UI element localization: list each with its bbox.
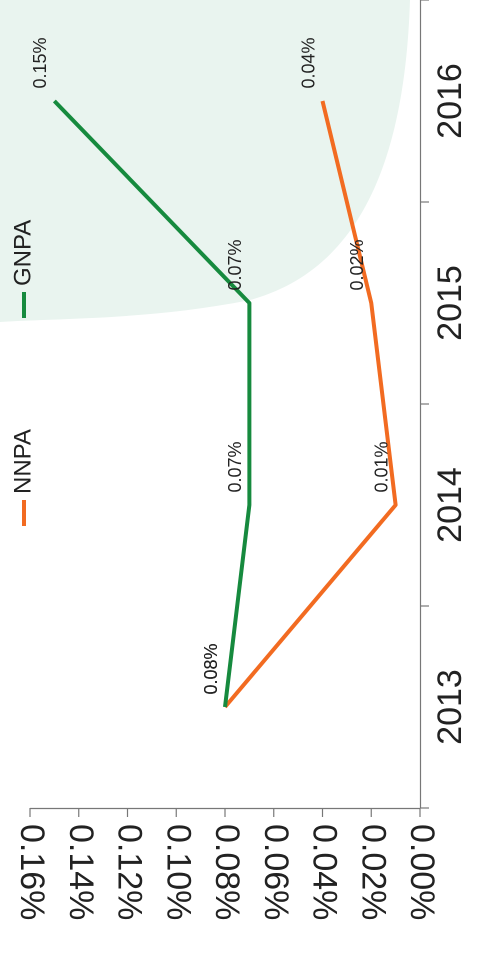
- category-tick-label: 2014: [431, 467, 469, 543]
- value-tick-label: 0.10%: [159, 824, 197, 920]
- legend-label-gnpa: GNPA: [9, 220, 36, 286]
- chart-legend: NNPA GNPA: [9, 220, 36, 526]
- data-label: 0.07%: [225, 239, 245, 290]
- data-label: 0.07%: [225, 441, 245, 492]
- value-tick-label: 0.06%: [257, 824, 295, 920]
- chart-data-labels: 0.08%0.01%0.02%0.04%0.08%0.07%0.07%0.15%: [30, 37, 391, 694]
- value-tick-label: 0.04%: [306, 824, 344, 920]
- background-decoration-shape: [0, 0, 410, 322]
- value-tick-label: 0.12%: [111, 824, 149, 920]
- data-label: 0.15%: [30, 37, 50, 88]
- category-tick-label: 2015: [431, 265, 469, 341]
- value-tick-label: 0.16%: [13, 824, 51, 920]
- series-line-gnpa: [52, 99, 252, 708]
- value-tick-label: 0.02%: [354, 824, 392, 920]
- value-tick-label: 0.08%: [208, 824, 246, 920]
- chart-series-lines: [52, 99, 398, 709]
- data-label: 0.08%: [201, 643, 221, 694]
- value-tick-label: 0.00%: [403, 824, 441, 920]
- data-label: 0.08%: [201, 643, 221, 694]
- value-tick-label: 0.14%: [62, 824, 100, 920]
- data-label: 0.02%: [347, 239, 367, 290]
- data-label: 0.01%: [371, 441, 391, 492]
- category-tick-label: 2013: [431, 669, 469, 745]
- category-tick-label: 2016: [431, 63, 469, 139]
- data-label: 0.04%: [298, 37, 318, 88]
- chart-axes: 0.00% 0.02% 0.04% 0.06% 0.08% 0.10% 0.12% 0.14%…: [13, 0, 469, 920]
- series-line-nnpa: [223, 100, 398, 709]
- legend-label-nnpa: NNPA: [9, 429, 36, 494]
